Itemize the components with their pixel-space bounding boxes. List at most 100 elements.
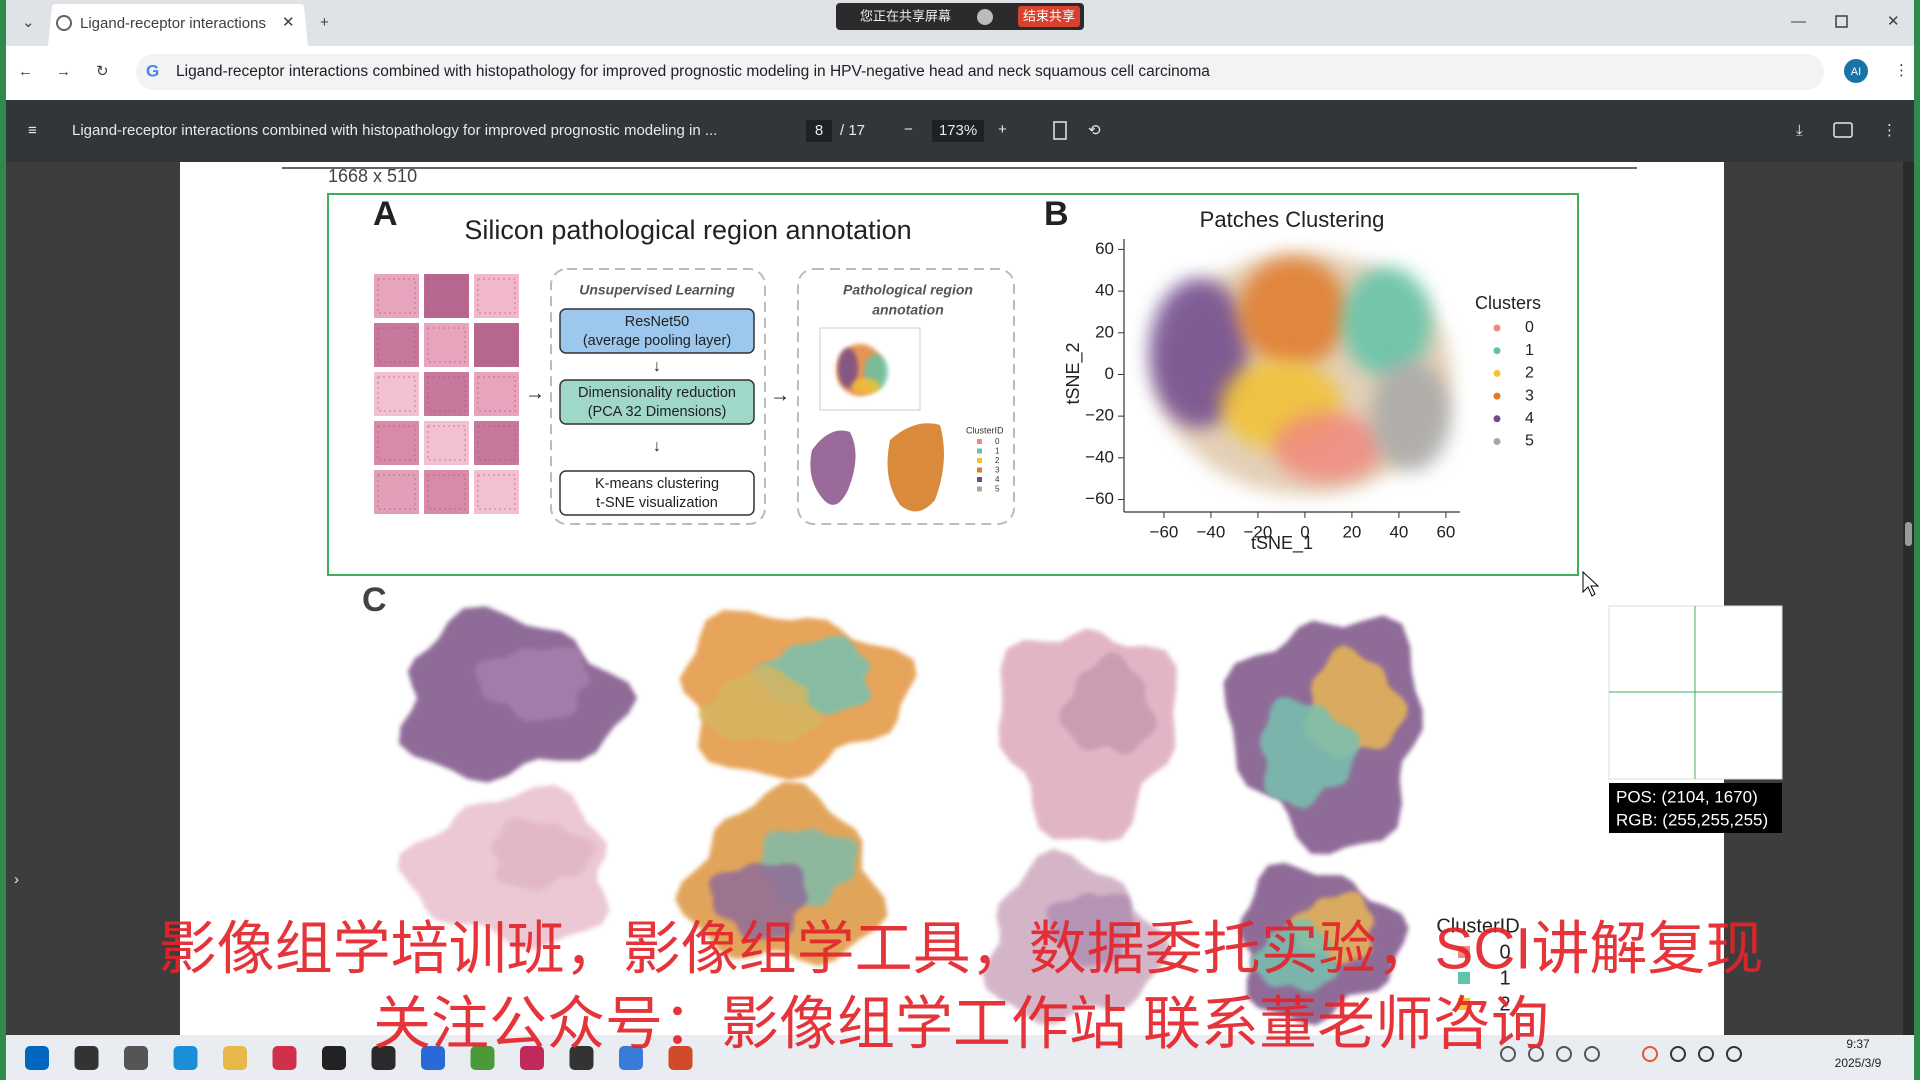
taskbar-app[interactable] — [520, 1046, 544, 1070]
mini-tissue — [810, 430, 856, 505]
tissue-tile — [424, 470, 469, 514]
legend-label: 1 — [1499, 967, 1510, 989]
legend-title: ClusterID — [1436, 915, 1519, 937]
pixel-info — [1609, 783, 1782, 833]
taskbar-app[interactable] — [322, 1046, 346, 1070]
zoom-out[interactable]: − — [904, 121, 913, 138]
box-title: Pathological region — [843, 282, 973, 298]
tray-icon[interactable] — [1670, 1046, 1686, 1062]
zoom-input[interactable] — [932, 120, 984, 142]
forward[interactable]: → — [56, 63, 71, 80]
taskbar-app[interactable] — [173, 1046, 198, 1070]
clock-date: 2025/3/9 — [1835, 1056, 1882, 1070]
tile-texture — [377, 474, 416, 510]
expand-sidebar[interactable]: › — [14, 871, 19, 888]
x-tick-label: 20 — [1342, 522, 1361, 541]
taskbar-app[interactable] — [272, 1046, 297, 1070]
mini-legend-label: 2 — [995, 456, 1000, 465]
x-tick-label: 60 — [1436, 522, 1455, 541]
step-label: Dimensionality reduction — [578, 385, 736, 401]
tissue-tile — [424, 421, 469, 465]
tray-icon[interactable] — [1528, 1046, 1544, 1062]
new-tab[interactable]: + — [320, 14, 329, 31]
page-number[interactable]: 8 — [815, 122, 823, 139]
arrow: → — [525, 382, 545, 404]
tissue-tile — [424, 274, 469, 318]
legend-marker — [1493, 324, 1501, 332]
scroll-thumb[interactable] — [1905, 522, 1912, 546]
tissue-region — [697, 665, 823, 744]
restore[interactable] — [1835, 15, 1848, 28]
panel-title: Silicon pathological region annotation — [464, 215, 911, 245]
taskbar-app[interactable] — [74, 1046, 99, 1070]
taskbar-app[interactable] — [371, 1046, 396, 1070]
tab-search[interactable]: ⌄ — [22, 14, 35, 31]
step-label: K-means clustering — [595, 476, 719, 492]
profile-label[interactable]: AI — [1851, 66, 1861, 78]
zoom-in[interactable]: + — [998, 121, 1007, 138]
stop-share-button[interactable] — [1018, 6, 1080, 27]
omnibox[interactable] — [136, 54, 1824, 90]
tray-icon[interactable] — [1726, 1046, 1742, 1062]
rotate[interactable]: ⟲ — [1088, 122, 1101, 139]
scrollbar[interactable] — [1903, 162, 1914, 1035]
back[interactable]: ← — [18, 63, 33, 80]
browser-menu[interactable]: ⋮ — [1894, 62, 1909, 79]
taskbar-app[interactable] — [470, 1046, 495, 1070]
legend-swatch — [1458, 972, 1470, 984]
stop-share-label[interactable]: 结束共享 — [1023, 8, 1075, 23]
legend-label: 5 — [1525, 433, 1534, 450]
pdf-menu[interactable]: ⋮ — [1882, 122, 1897, 139]
taskbar-app[interactable] — [619, 1046, 643, 1070]
step-label: (average pooling layer) — [583, 333, 731, 349]
y-tick-label: 0 — [1105, 364, 1114, 383]
tissue-tile — [474, 372, 519, 416]
tissue-region — [1046, 893, 1136, 967]
annotation-box — [797, 268, 1015, 525]
fit-page[interactable] — [1053, 121, 1067, 140]
tray-icon[interactable] — [1642, 1046, 1658, 1062]
legend-label: 0 — [1499, 941, 1510, 963]
tissue-slides — [398, 606, 1423, 1026]
profile-avatar[interactable] — [1844, 59, 1868, 83]
legend-swatch — [1458, 946, 1470, 958]
share-notice: 您正在共享屏幕 — [860, 8, 951, 23]
tissue-region — [1058, 652, 1157, 755]
step-label: t-SNE visualization — [596, 495, 718, 511]
mini-legend-swatch — [977, 439, 982, 444]
taskbar-app[interactable] — [223, 1046, 247, 1070]
tray-icon[interactable] — [1500, 1046, 1516, 1062]
active-tab[interactable] — [48, 4, 308, 46]
tray-icon[interactable] — [1556, 1046, 1572, 1062]
minimize[interactable]: — — [1791, 13, 1806, 30]
x-tick-label: −20 — [1244, 522, 1273, 541]
sidebar-toggle[interactable]: ≡ — [28, 122, 37, 139]
x-tick-label: 40 — [1389, 522, 1408, 541]
legend-marker — [1493, 347, 1501, 355]
tissue-tile — [474, 274, 519, 318]
tab-close[interactable]: ✕ — [282, 14, 295, 31]
mini-cloud — [838, 348, 858, 388]
zoom-level[interactable]: 173% — [939, 122, 977, 139]
page-input[interactable] — [806, 120, 832, 142]
legend-title: Clusters — [1475, 293, 1541, 313]
tray-icon[interactable] — [1698, 1046, 1714, 1062]
taskbar-app[interactable] — [569, 1046, 594, 1070]
taskbar-app[interactable] — [124, 1046, 148, 1070]
download[interactable]: ⤓ — [1796, 122, 1803, 139]
site-icon: G — [146, 61, 159, 80]
y-tick-label: −20 — [1085, 406, 1114, 425]
taskbar-app[interactable] — [25, 1046, 49, 1070]
mouse-cursor — [1582, 570, 1600, 597]
method-step — [559, 470, 755, 516]
print[interactable] — [1833, 122, 1853, 138]
reload[interactable]: ↻ — [96, 63, 109, 80]
tile-texture — [427, 474, 466, 510]
url[interactable]: Ligand-receptor interactions combined wi… — [176, 63, 1210, 80]
taskbar-app[interactable] — [421, 1046, 445, 1070]
tab-title[interactable]: Ligand-receptor interactions — [80, 15, 266, 32]
tray-icon[interactable] — [1584, 1046, 1600, 1062]
close-window[interactable]: ✕ — [1887, 13, 1900, 30]
taskbar-app[interactable] — [668, 1046, 693, 1070]
